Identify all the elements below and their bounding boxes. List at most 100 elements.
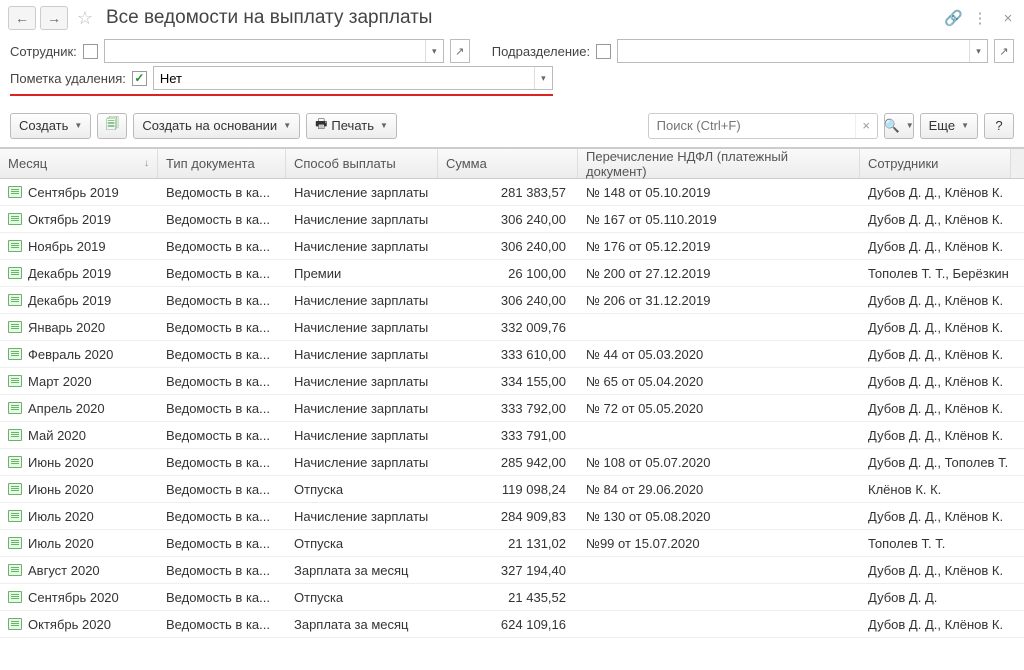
cell-employees: Тополев Т. Т.	[860, 536, 1010, 551]
nav-forward-button[interactable]: →	[40, 6, 68, 30]
cell-method: Отпуска	[286, 590, 438, 605]
cell-amount: 26 100,00	[438, 266, 578, 281]
cell-employees: Тополев Т. Т., Берёзкин	[860, 266, 1010, 281]
cell-type: Ведомость в ка...	[158, 617, 286, 632]
delete-mark-dropdown-icon[interactable]: ▾	[534, 67, 552, 89]
search-box[interactable]: ×	[648, 113, 878, 139]
table-row[interactable]: Октябрь 2019Ведомость в ка...Начисление …	[0, 206, 1024, 233]
table-row[interactable]: Сентябрь 2020Ведомость в ка...Отпуска21 …	[0, 584, 1024, 611]
col-ndfl[interactable]: Перечисление НДФЛ (платежный документ)	[578, 149, 860, 178]
employee-filter-input[interactable]	[105, 40, 425, 62]
table-row[interactable]: Декабрь 2019Ведомость в ка...Премии26 10…	[0, 260, 1024, 287]
col-doc-type[interactable]: Тип документа	[158, 149, 286, 178]
cell-month: Август 2020	[0, 563, 158, 578]
table-row[interactable]: Январь 2020Ведомость в ка...Начисление з…	[0, 314, 1024, 341]
cell-employees: Дубов Д. Д., Клёнов К.	[860, 617, 1010, 632]
chevron-down-icon: ▼	[283, 121, 291, 130]
create-button[interactable]: Создать ▼	[10, 113, 91, 139]
document-icon	[8, 429, 22, 441]
department-filter-combo[interactable]: ▾	[617, 39, 988, 63]
table-row[interactable]: Август 2020Ведомость в ка...Зарплата за …	[0, 557, 1024, 584]
document-icon	[8, 375, 22, 387]
table-wrap: Месяц↓ Тип документа Способ выплаты Сумм…	[0, 148, 1024, 668]
cell-method: Зарплата за месяц	[286, 563, 438, 578]
department-filter-checkbox[interactable]	[596, 44, 611, 59]
nav-back-button[interactable]: ←	[8, 6, 36, 30]
col-month[interactable]: Месяц↓	[0, 149, 158, 178]
link-icon[interactable]: 🔗	[944, 9, 960, 27]
copy-icon: 🗐	[106, 115, 119, 137]
table-row[interactable]: Июль 2020Ведомость в ка...Отпуска21 131,…	[0, 530, 1024, 557]
search-clear-button[interactable]: ×	[855, 114, 877, 138]
cell-amount: 306 240,00	[438, 212, 578, 227]
employee-filter-combo[interactable]: ▾	[104, 39, 444, 63]
more-button[interactable]: Еще ▼	[920, 113, 978, 139]
cell-month: Декабрь 2019	[0, 293, 158, 308]
table-row[interactable]: Июль 2020Ведомость в ка...Начисление зар…	[0, 503, 1024, 530]
department-filter-input[interactable]	[618, 40, 969, 62]
table-row[interactable]: Декабрь 2019Ведомость в ка...Начисление …	[0, 287, 1024, 314]
table-row[interactable]: Май 2020Ведомость в ка...Начисление зарп…	[0, 422, 1024, 449]
cell-month: Сентябрь 2020	[0, 590, 158, 605]
cell-type: Ведомость в ка...	[158, 293, 286, 308]
cell-ndfl: № 206 от 31.12.2019	[578, 293, 860, 308]
table-row[interactable]: Июнь 2020Ведомость в ка...Отпуска119 098…	[0, 476, 1024, 503]
document-icon	[8, 213, 22, 225]
printer-icon: 🖶	[315, 115, 327, 137]
search-input[interactable]	[649, 114, 855, 138]
cell-type: Ведомость в ка...	[158, 239, 286, 254]
department-combo-dropdown-icon[interactable]: ▾	[969, 40, 987, 62]
document-icon	[8, 267, 22, 279]
document-icon	[8, 510, 22, 522]
cell-employees: Дубов Д. Д., Клёнов К.	[860, 563, 1010, 578]
cell-type: Ведомость в ка...	[158, 428, 286, 443]
kebab-menu-icon[interactable]: ⋮	[972, 9, 988, 27]
document-icon	[8, 321, 22, 333]
create-based-button[interactable]: Создать на основании ▼	[133, 113, 300, 139]
cell-method: Начисление зарплаты	[286, 185, 438, 200]
close-icon[interactable]: ×	[1000, 10, 1016, 27]
employee-combo-dropdown-icon[interactable]: ▾	[425, 40, 443, 62]
cell-amount: 333 791,00	[438, 428, 578, 443]
cell-employees: Дубов Д. Д., Тополев Т.	[860, 455, 1010, 470]
cell-type: Ведомость в ка...	[158, 455, 286, 470]
cell-amount: 21 131,02	[438, 536, 578, 551]
table-row[interactable]: Октябрь 2020Ведомость в ка...Зарплата за…	[0, 611, 1024, 638]
help-button-label: ?	[995, 118, 1002, 133]
department-open-button[interactable]: ↗	[994, 39, 1014, 63]
employee-open-button[interactable]: ↗	[450, 39, 470, 63]
help-button[interactable]: ?	[984, 113, 1014, 139]
search-button[interactable]: 🔍 ▼	[884, 113, 914, 139]
cell-ndfl: № 44 от 05.03.2020	[578, 347, 860, 362]
cell-amount: 334 155,00	[438, 374, 578, 389]
table-row[interactable]: Сентябрь 2019Ведомость в ка...Начисление…	[0, 179, 1024, 206]
table-row[interactable]: Апрель 2020Ведомость в ка...Начисление з…	[0, 395, 1024, 422]
favorite-star-icon[interactable]: ☆	[74, 7, 96, 29]
delete-mark-input[interactable]	[154, 67, 534, 89]
main-toolbar: Создать ▼ 🗐 Создать на основании ▼ 🖶 Печ…	[0, 104, 1024, 148]
cell-month: Январь 2020	[0, 320, 158, 335]
cell-amount: 333 792,00	[438, 401, 578, 416]
col-amount[interactable]: Сумма	[438, 149, 578, 178]
delete-mark-checkbox[interactable]: ✓	[132, 71, 147, 86]
magnifier-icon: 🔍	[884, 118, 900, 134]
cell-method: Отпуска	[286, 536, 438, 551]
document-icon	[8, 402, 22, 414]
cell-ndfl: № 72 от 05.05.2020	[578, 401, 860, 416]
col-method[interactable]: Способ выплаты	[286, 149, 438, 178]
copy-button[interactable]: 🗐	[97, 113, 127, 139]
cell-method: Премии	[286, 266, 438, 281]
cell-ndfl: № 108 от 05.07.2020	[578, 455, 860, 470]
cell-month: Июль 2020	[0, 509, 158, 524]
table-row[interactable]: Июнь 2020Ведомость в ка...Начисление зар…	[0, 449, 1024, 476]
employee-filter-checkbox[interactable]	[83, 44, 98, 59]
print-button[interactable]: 🖶 Печать ▼	[306, 113, 397, 139]
table-row[interactable]: Ноябрь 2019Ведомость в ка...Начисление з…	[0, 233, 1024, 260]
cell-month: Декабрь 2019	[0, 266, 158, 281]
col-employees[interactable]: Сотрудники	[860, 149, 1010, 178]
table-row[interactable]: Февраль 2020Ведомость в ка...Начисление …	[0, 341, 1024, 368]
header-right-controls: 🔗 ⋮ ×	[944, 9, 1016, 27]
cell-ndfl: № 176 от 05.12.2019	[578, 239, 860, 254]
delete-mark-combo[interactable]: ▾	[153, 66, 553, 90]
table-row[interactable]: Март 2020Ведомость в ка...Начисление зар…	[0, 368, 1024, 395]
